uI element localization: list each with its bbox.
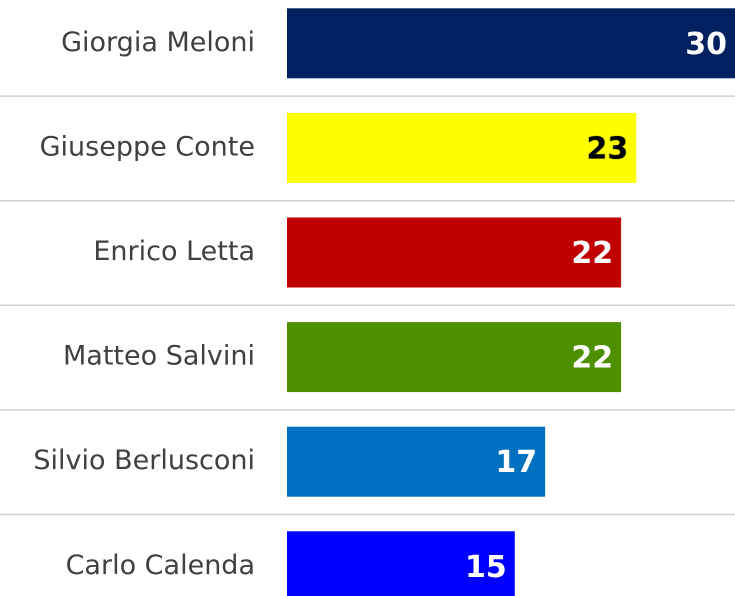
category-label: Matteo Salvini — [63, 341, 255, 372]
category-label: Enrico Letta — [93, 236, 255, 267]
bar — [287, 426, 546, 497]
bar — [287, 112, 637, 183]
bar — [287, 217, 622, 288]
bar — [287, 8, 735, 79]
category-label: Giuseppe Conte — [40, 131, 255, 162]
value-label: 15 — [465, 550, 507, 585]
bar — [287, 322, 622, 393]
value-label: 17 — [495, 445, 537, 480]
category-label: Giorgia Meloni — [61, 27, 255, 58]
value-label: 30 — [685, 27, 727, 62]
value-label: 22 — [571, 341, 613, 376]
bar — [287, 531, 515, 596]
category-label: Carlo Calenda — [66, 550, 255, 581]
value-label: 22 — [571, 236, 613, 271]
value-label: 23 — [587, 131, 629, 166]
category-label: Silvio Berlusconi — [33, 445, 255, 476]
